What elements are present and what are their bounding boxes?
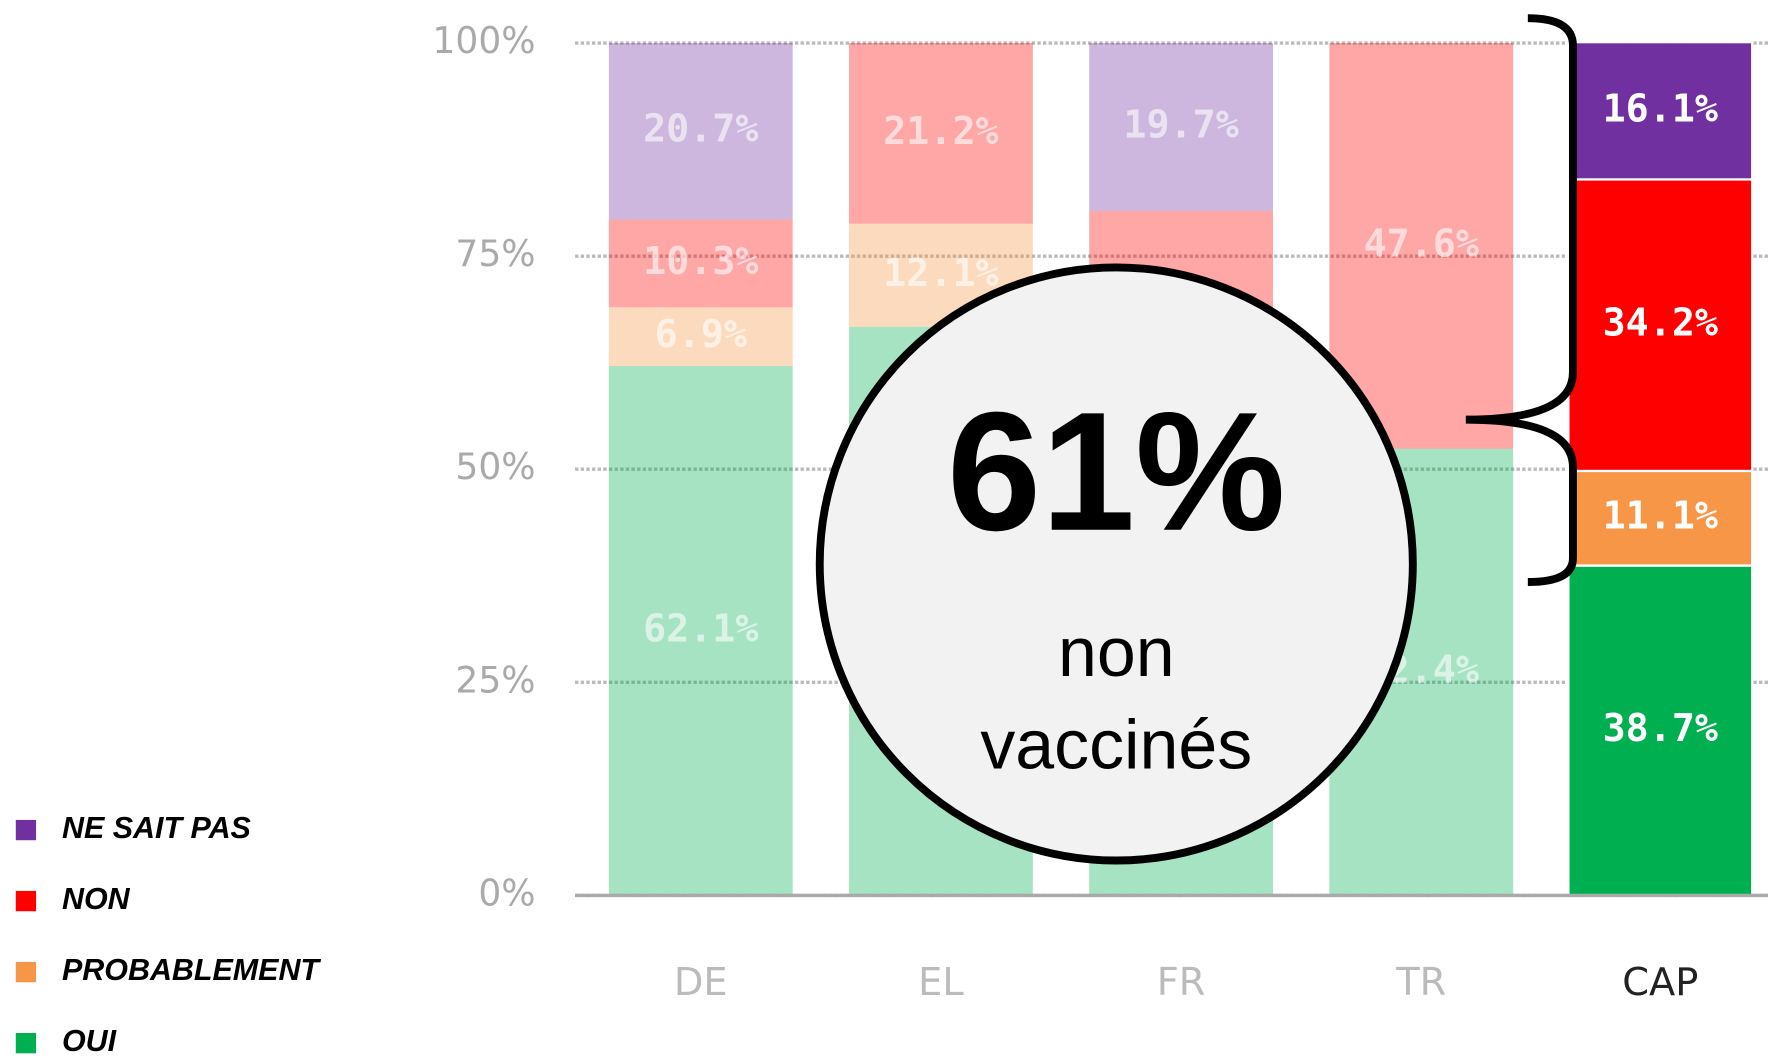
legend-label: NE SAIT PAS — [62, 811, 251, 845]
y-tick-label: 25% — [455, 659, 535, 701]
data-label: 34.2% — [1603, 301, 1718, 346]
legend-swatch — [15, 819, 37, 841]
x-tick-label: CAP — [1622, 960, 1698, 1005]
bar-segment — [1329, 43, 1514, 449]
bar-segment — [608, 366, 793, 896]
bar-segment — [1567, 564, 1754, 897]
legend-label: OUI — [62, 1024, 117, 1058]
y-tick-label: 50% — [455, 446, 535, 488]
x-tick-label: EL — [918, 960, 964, 1005]
x-tick-label: DE — [674, 960, 728, 1005]
legend: NE SAIT PAS NON PROBABLEMENT OUI — [15, 811, 321, 1058]
y-tick-label: 100% — [432, 20, 535, 62]
legend-swatch — [15, 890, 37, 912]
data-label: 21.2% — [883, 109, 998, 154]
data-label: 6.9% — [655, 312, 747, 357]
annotation-circle — [815, 263, 1417, 865]
annotation-line: vaccinés — [980, 705, 1252, 783]
data-label: 12.1% — [883, 251, 998, 296]
data-label: 10.3% — [643, 239, 758, 284]
data-label: 47.6% — [1364, 221, 1479, 266]
legend-label: NON — [62, 882, 131, 916]
bar-segment — [608, 307, 793, 367]
bar-segment — [1567, 41, 1754, 181]
bar-segment — [849, 43, 1033, 224]
bar-segment — [608, 219, 793, 308]
bar-segment — [1567, 469, 1754, 567]
brace — [1465, 14, 1577, 586]
data-label: 62.1% — [643, 606, 758, 651]
annotation-line: non — [1058, 613, 1175, 691]
axes: 0% 25% 50% 75% 100% DE EL FR TR CAP — [432, 20, 1768, 1005]
legend-swatch — [15, 1033, 37, 1054]
data-label: 11.1% — [1603, 494, 1718, 539]
annotation-value: 61% — [947, 377, 1285, 566]
data-label: 20.7% — [643, 107, 758, 152]
x-tick-label: FR — [1157, 960, 1206, 1005]
bar-segment — [1567, 178, 1754, 473]
x-tick-label: TR — [1395, 960, 1446, 1005]
y-tick-label: 0% — [478, 872, 535, 914]
data-label: 16.1% — [1603, 86, 1718, 131]
legend-swatch — [15, 961, 37, 983]
legend-label: PROBABLEMENT — [62, 953, 321, 987]
bar-segment — [1089, 43, 1274, 211]
data-label: 38.7% — [1603, 706, 1718, 751]
data-label: 19.7% — [1123, 102, 1238, 147]
y-tick-label: 75% — [455, 233, 535, 275]
bar-segment — [608, 43, 793, 220]
